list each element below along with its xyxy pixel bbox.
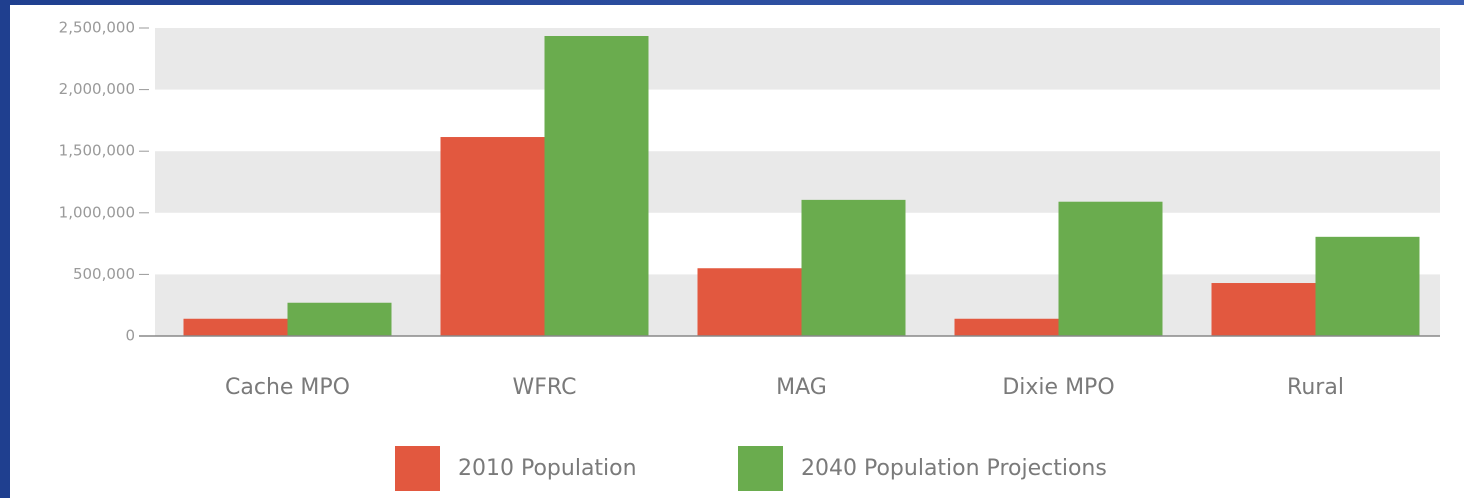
legend-label: 2010 Population bbox=[458, 456, 637, 481]
y-tick-label: 500,000 bbox=[73, 265, 135, 283]
grid-band bbox=[155, 151, 1440, 213]
grid-band bbox=[155, 28, 1440, 90]
y-tick-label: 2,000,000 bbox=[59, 80, 135, 98]
bar bbox=[801, 199, 906, 336]
y-tick-label: 2,500,000 bbox=[59, 19, 135, 37]
bar bbox=[954, 318, 1059, 336]
bar bbox=[1211, 283, 1316, 336]
bar bbox=[183, 318, 288, 336]
bar bbox=[697, 268, 802, 336]
x-tick-label: Dixie MPO bbox=[1002, 375, 1114, 400]
y-tick-label: 1,000,000 bbox=[59, 203, 135, 221]
bar bbox=[544, 36, 649, 337]
x-tick-label: MAG bbox=[776, 375, 827, 400]
legend-label: 2040 Population Projections bbox=[801, 456, 1107, 481]
y-tick-label: 1,500,000 bbox=[59, 142, 135, 160]
y-tick-label: 0 bbox=[125, 327, 135, 345]
x-tick-label: WFRC bbox=[513, 375, 577, 400]
x-tick-label: Cache MPO bbox=[225, 375, 350, 400]
legend-swatch bbox=[738, 446, 783, 491]
bar bbox=[440, 137, 545, 336]
x-tick-label: Rural bbox=[1287, 375, 1344, 400]
bar bbox=[1058, 201, 1163, 336]
bar bbox=[1315, 236, 1420, 336]
legend-swatch bbox=[395, 446, 440, 491]
bar bbox=[287, 302, 392, 336]
